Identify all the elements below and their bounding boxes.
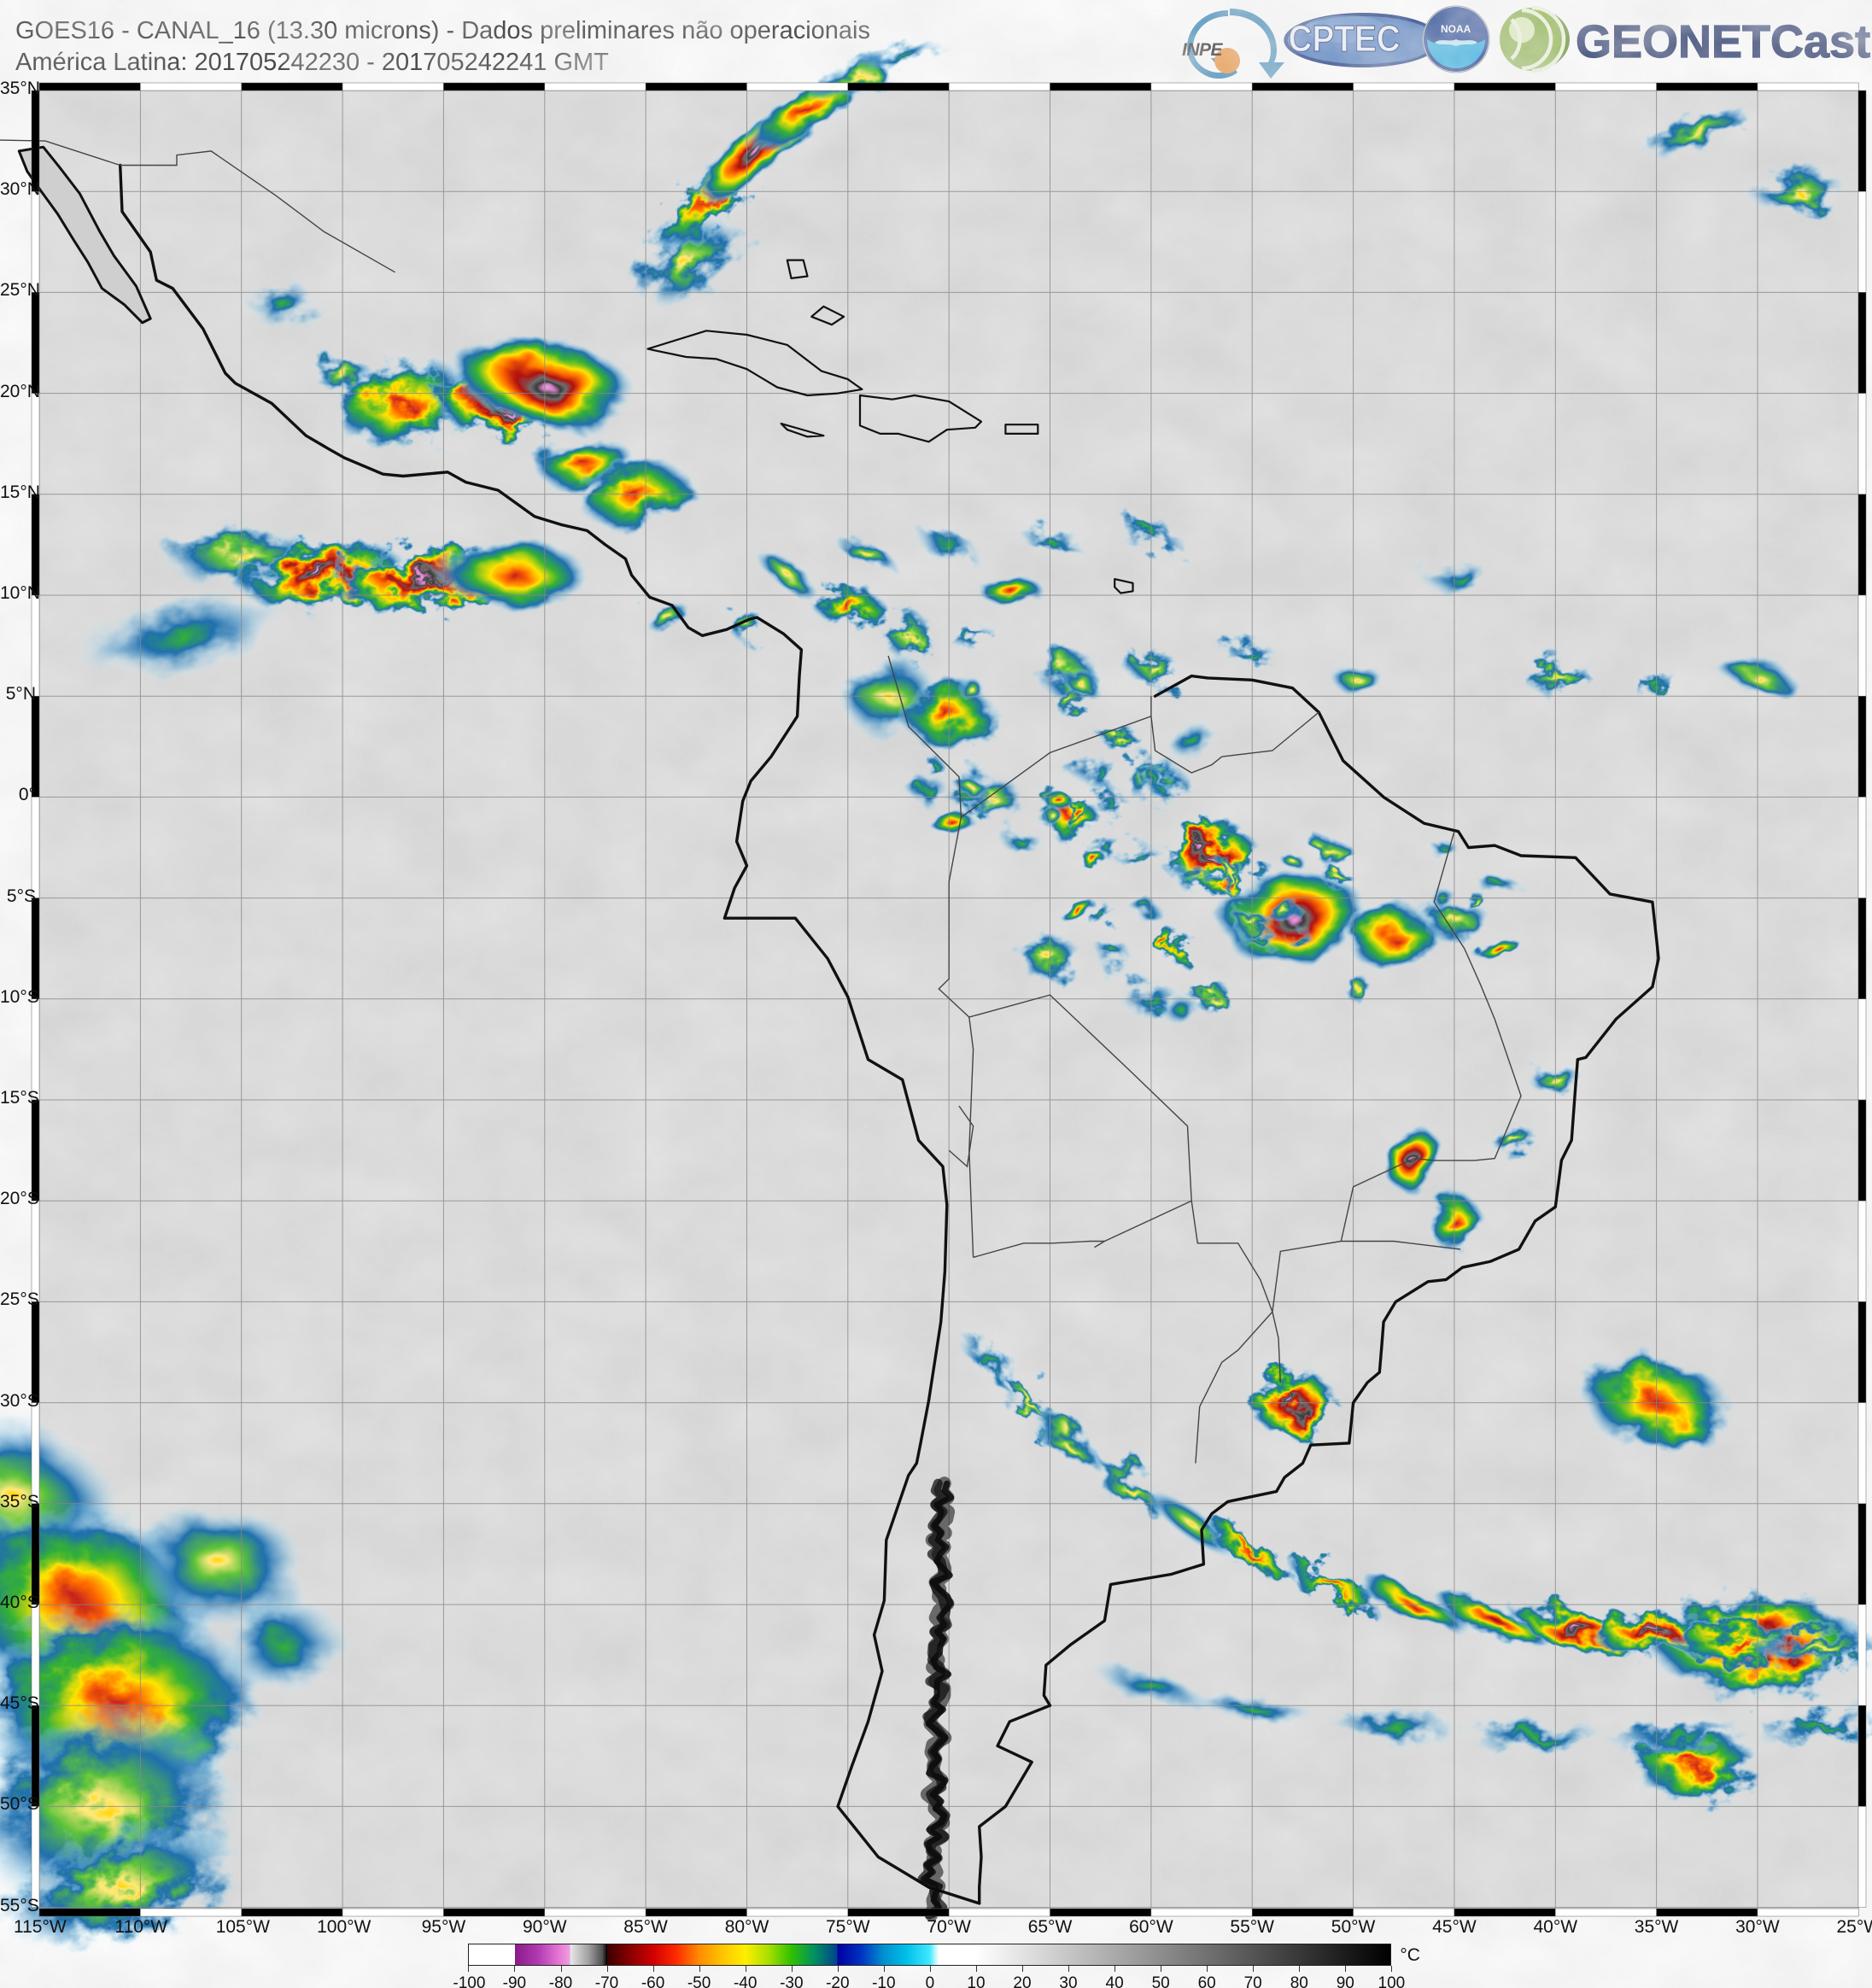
svg-text:NOAA: NOAA — [1441, 23, 1471, 35]
svg-text:CPTEC: CPTEC — [1289, 17, 1401, 60]
svg-text:INPE: INPE — [1182, 40, 1224, 60]
svg-text:GEONETCast: GEONETCast — [1576, 16, 1870, 67]
